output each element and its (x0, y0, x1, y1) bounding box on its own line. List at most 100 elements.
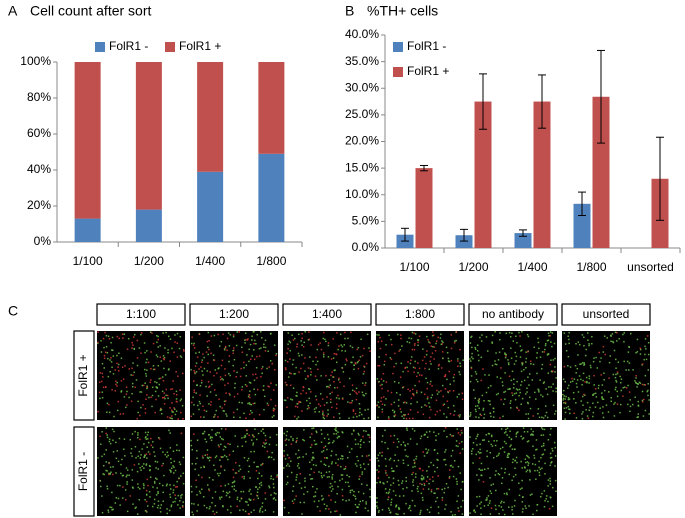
micrograph-speckle (243, 475, 245, 478)
micrograph-speckle (299, 473, 302, 475)
micrograph-speckle (177, 375, 179, 378)
micrograph-speckle (328, 438, 330, 440)
micrograph-speckle (154, 460, 157, 463)
micrograph-speckle (399, 348, 402, 351)
micrograph-speckle (145, 438, 148, 440)
micrograph-speckle (289, 341, 292, 344)
micrograph-speckle (162, 357, 165, 360)
micrograph-speckle (443, 403, 446, 405)
micrograph-speckle (595, 396, 598, 398)
micrograph-speckle (290, 460, 292, 462)
micrograph-speckle (461, 432, 463, 434)
micrograph-speckle (421, 483, 423, 486)
micrograph-speckle (625, 387, 628, 389)
micrograph-speckle (146, 478, 149, 481)
micrograph-speckle (141, 465, 143, 468)
micrograph-speckle (376, 505, 378, 507)
micrograph-speckle (547, 353, 549, 355)
micrograph-speckle (414, 333, 417, 335)
micrograph-speckle (390, 358, 393, 361)
micrograph-speckle (461, 392, 464, 395)
micrograph-speckle (153, 451, 155, 453)
micrograph-speckle (587, 332, 589, 334)
micrograph-speckle (615, 358, 617, 361)
micrograph-speckle (146, 438, 149, 440)
micrograph-speckle (262, 385, 265, 387)
micrograph-speckle (263, 408, 265, 411)
micrograph-speckle (457, 465, 460, 468)
micrograph-speckle (390, 501, 392, 504)
micrograph-speckle (126, 469, 129, 471)
micrograph-speckle (474, 405, 477, 407)
micrograph-speckle (362, 435, 364, 438)
micrograph-speckle (149, 469, 151, 472)
micrograph-speckle (125, 393, 128, 396)
micrograph-speckle (422, 488, 425, 490)
column-header-box (468, 303, 558, 326)
micrograph-speckle (182, 348, 185, 351)
micrograph-speckle (296, 437, 298, 440)
micrograph-speckle (199, 394, 201, 396)
micrograph-speckle (471, 346, 473, 349)
micrograph-speckle (543, 381, 545, 383)
micrograph-speckle (175, 410, 178, 412)
micrograph-speckle (346, 359, 348, 362)
micrograph-speckle (215, 434, 217, 436)
micrograph-speckle (315, 395, 317, 397)
micrograph-speckle (242, 490, 245, 493)
micrograph-speckle (475, 410, 477, 413)
micrograph-speckle (405, 502, 407, 505)
micrograph-speckle (355, 511, 357, 514)
micrograph-speckle (117, 400, 120, 403)
micrograph-speckle (218, 367, 220, 369)
micrograph-speckle (247, 470, 250, 473)
micrograph-speckle (333, 352, 336, 355)
micrograph-speckle (507, 388, 509, 390)
micrograph-speckle (623, 340, 625, 343)
micrograph-speckle (273, 486, 275, 489)
micrograph-speckle (456, 396, 459, 398)
micrograph-speckle (423, 484, 426, 486)
micrograph-speckle (99, 381, 101, 384)
micrograph-speckle (393, 434, 396, 437)
micrograph-speckle (512, 387, 515, 389)
micrograph-speckle (115, 457, 118, 460)
micrograph-speckle (196, 510, 198, 512)
micrograph-speckle (414, 360, 416, 363)
micrograph-speckle (386, 474, 388, 476)
micrograph-speckle (385, 353, 387, 356)
micrograph-speckle (264, 443, 266, 445)
micrograph-speckle (111, 388, 113, 391)
micrograph-speckle (585, 348, 587, 351)
micrograph-speckle (351, 389, 354, 392)
micrograph-speckle (482, 409, 484, 411)
micrograph-speckle (628, 346, 630, 348)
micrograph-speckle (363, 370, 366, 373)
micrograph-speckle (290, 471, 293, 474)
micrograph-speckle (157, 491, 159, 493)
micrograph-speckle (218, 345, 221, 347)
micrograph-speckle (352, 409, 355, 411)
micrograph-speckle (635, 352, 637, 354)
micrograph-speckle (547, 479, 550, 481)
micrograph-speckle (224, 428, 227, 430)
micrograph-speckle (97, 331, 99, 334)
micrograph-speckle (218, 398, 220, 400)
micrograph-speckle (134, 386, 136, 389)
micrograph-speckle (530, 428, 532, 430)
micrograph-speckle (632, 369, 634, 371)
micrograph-speckle (303, 439, 305, 442)
micrograph-speckle (128, 474, 130, 477)
micrograph-speckle (417, 362, 419, 364)
panel-label: B (345, 3, 354, 19)
micrograph-speckle (205, 441, 208, 443)
micrograph-speckle (535, 478, 537, 480)
micrograph-speckle (320, 429, 323, 431)
micrograph-speckle (313, 408, 316, 410)
micrograph-speckle (335, 403, 338, 405)
micrograph-speckle (546, 339, 549, 342)
micrograph-speckle (389, 511, 392, 513)
micrograph-speckle (596, 367, 599, 369)
micrograph-speckle (503, 501, 505, 504)
micrograph-speckle (155, 386, 157, 388)
